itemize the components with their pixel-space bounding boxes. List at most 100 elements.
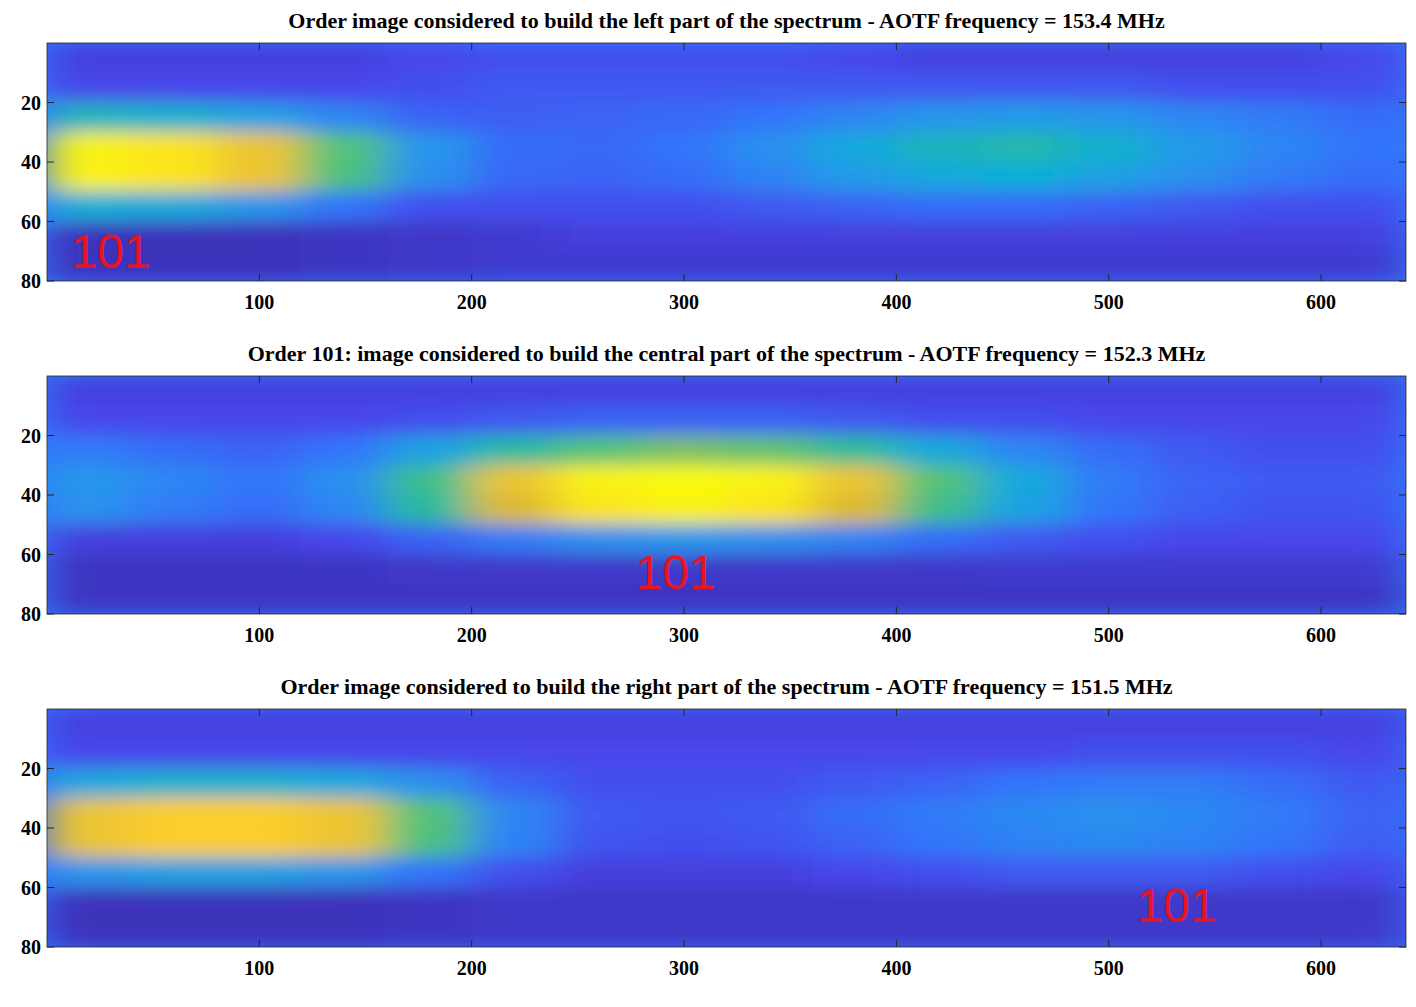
cell xyxy=(471,72,557,103)
cell xyxy=(981,768,1067,799)
cell xyxy=(896,495,982,526)
cell xyxy=(896,828,982,859)
cell xyxy=(896,738,982,769)
cell xyxy=(641,221,727,252)
cell xyxy=(1151,554,1237,585)
cell xyxy=(556,917,642,947)
cell xyxy=(726,584,812,614)
x-tick-label: 500 xyxy=(1094,957,1124,979)
cell xyxy=(386,828,472,859)
x-tick xyxy=(471,43,472,50)
cell xyxy=(556,221,642,252)
cell xyxy=(131,43,217,73)
cell xyxy=(131,857,217,888)
cell xyxy=(131,584,217,614)
x-tick-label: 400 xyxy=(881,291,911,313)
cell xyxy=(471,465,557,496)
cell xyxy=(1321,132,1406,163)
cell xyxy=(47,917,132,947)
x-tick-label: 100 xyxy=(244,291,274,313)
cell xyxy=(131,191,217,222)
y-tick xyxy=(47,614,54,615)
cell xyxy=(726,132,812,163)
x-tick xyxy=(684,709,685,716)
cell xyxy=(301,162,387,193)
cell xyxy=(896,132,982,163)
cell xyxy=(216,132,302,163)
cell xyxy=(1321,43,1406,73)
cell xyxy=(47,43,132,73)
cell xyxy=(386,768,472,799)
x-tick-label: 600 xyxy=(1306,957,1336,979)
cell xyxy=(641,251,727,281)
cell xyxy=(981,887,1067,918)
cell xyxy=(386,524,472,555)
cell xyxy=(386,102,472,133)
cell xyxy=(1151,798,1237,829)
cell xyxy=(1236,102,1322,133)
cell xyxy=(1151,405,1237,436)
cell xyxy=(301,221,387,252)
cell xyxy=(131,738,217,769)
cell xyxy=(301,251,387,281)
cell xyxy=(726,191,812,222)
cell xyxy=(896,162,982,193)
x-tick xyxy=(896,709,897,716)
x-tick xyxy=(1321,940,1322,947)
cell xyxy=(556,251,642,281)
cell xyxy=(641,405,727,436)
x-tick xyxy=(471,940,472,947)
cell xyxy=(471,162,557,193)
cell xyxy=(811,584,897,614)
cell xyxy=(216,524,302,555)
cell xyxy=(811,102,897,133)
cell xyxy=(386,405,472,436)
cell xyxy=(726,828,812,859)
cell xyxy=(471,857,557,888)
y-tick xyxy=(1399,162,1406,163)
cell xyxy=(1236,435,1322,466)
cell xyxy=(1066,524,1152,555)
cell xyxy=(1151,132,1237,163)
cell xyxy=(641,72,727,103)
y-tick xyxy=(47,435,54,436)
cell xyxy=(556,102,642,133)
cell xyxy=(1236,72,1322,103)
cell xyxy=(641,768,727,799)
cell xyxy=(1066,768,1152,799)
cell xyxy=(811,132,897,163)
y-tick-label: 20 xyxy=(21,425,41,447)
x-tick xyxy=(259,376,260,383)
cell xyxy=(47,435,132,466)
cell xyxy=(811,465,897,496)
cell xyxy=(1321,102,1406,133)
cell xyxy=(301,738,387,769)
cell xyxy=(811,917,897,947)
cell xyxy=(896,72,982,103)
cell xyxy=(1321,709,1406,739)
cell xyxy=(47,132,132,163)
y-tick xyxy=(1399,614,1406,615)
cell xyxy=(47,72,132,103)
cell xyxy=(811,857,897,888)
x-tick xyxy=(1108,274,1109,281)
x-tick xyxy=(471,709,472,716)
cell xyxy=(131,798,217,829)
cell xyxy=(1321,191,1406,222)
cell xyxy=(556,584,642,614)
x-tick xyxy=(1108,607,1109,614)
cell xyxy=(301,102,387,133)
cell xyxy=(896,251,982,281)
cell xyxy=(641,191,727,222)
cell xyxy=(811,709,897,739)
cell xyxy=(216,102,302,133)
cell xyxy=(301,857,387,888)
cell xyxy=(726,768,812,799)
y-tick xyxy=(47,495,54,496)
cell xyxy=(1236,584,1322,614)
x-tick xyxy=(1108,709,1109,716)
cell xyxy=(1066,465,1152,496)
cell xyxy=(556,857,642,888)
y-tick xyxy=(47,221,54,222)
plot-frame xyxy=(47,709,1406,947)
